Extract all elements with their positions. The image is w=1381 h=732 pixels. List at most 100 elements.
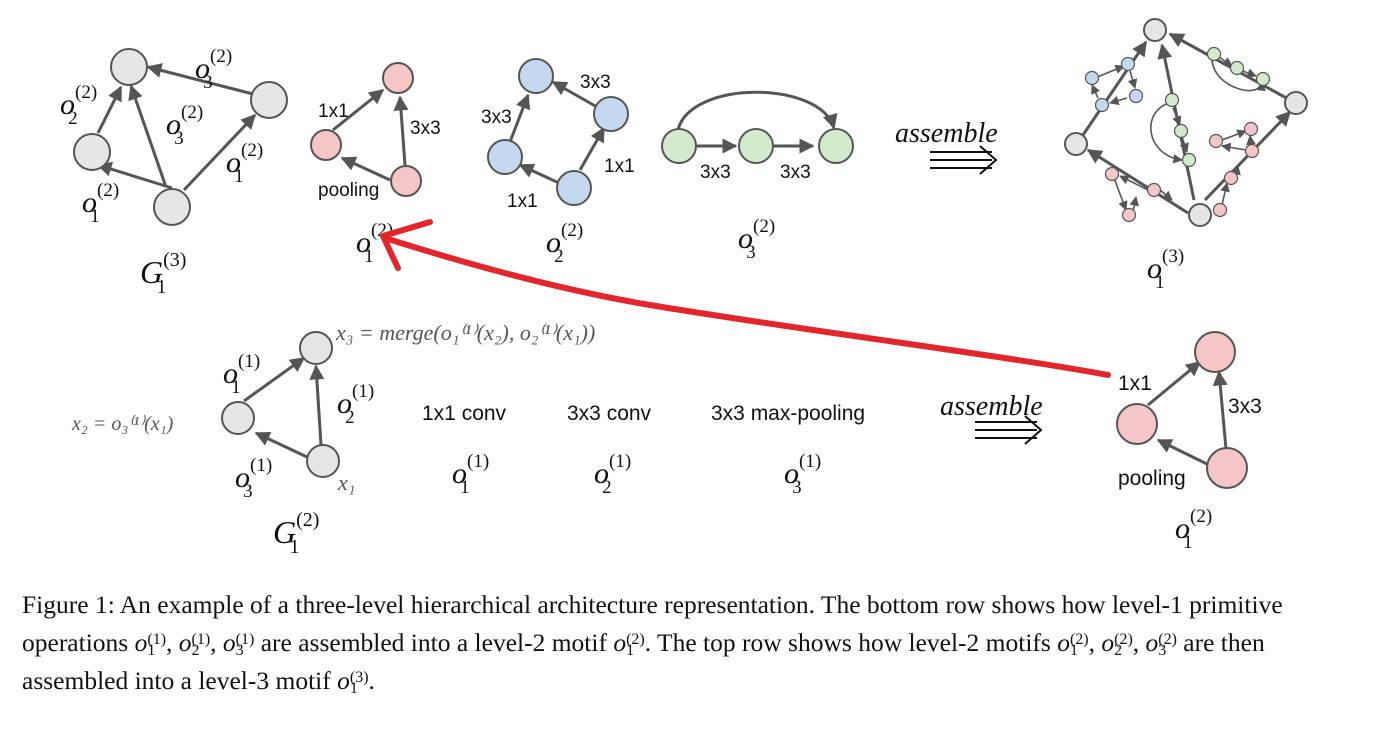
motif2-node-bottom (556, 170, 592, 206)
caption-supsub-5: (2) 1 (1069, 631, 1089, 660)
caption-part5: . (368, 666, 375, 695)
caption-math-o3: o (222, 628, 236, 657)
motif2-node-right (593, 96, 629, 132)
o3-node-bottom (1188, 203, 1212, 227)
motif3-label-3x3-b: 3x3 (780, 162, 811, 183)
o3-red-node-5 (1223, 170, 1239, 186)
op-symbol-o1: o(1) 1 (452, 451, 489, 498)
motif-o2-level2: 3x3 3x3 1x1 1x1 o(2) 2 (481, 58, 635, 267)
motif-o1-level2-top: 1x1 3x3 pooling o(2) 1 (310, 62, 441, 267)
o3-blue-node-1 (1084, 70, 1100, 86)
motif1-label-pooling: pooling (318, 180, 379, 201)
g3-node-top (110, 48, 148, 86)
assemble-label-top: assemble (895, 118, 998, 149)
caption-math-m2: o (1101, 628, 1115, 657)
edge-label-o3-mid: o(2) 3 (166, 102, 203, 149)
edge-label-o3-top: o(2) 3 (195, 46, 232, 93)
caption-math-o2: o (178, 628, 192, 657)
motif2-label-1x1-bottom: 1x1 (507, 191, 538, 212)
graph-label-g1-2: G(2) 1 (273, 509, 319, 558)
graph-g1-level2: x₃ = merge(o₁⁽¹⁾(x₂), o₂⁽¹⁾(x₁)) x₂ = o₃… (71, 320, 595, 558)
motif3-node-3 (818, 128, 854, 164)
caption-part4: are then assembled into a level-3 motif (22, 628, 1265, 695)
caption-part1: Figure 1: An example of a three-level hi… (22, 590, 1283, 657)
g2-edge-label-o1: o(1) 1 (223, 351, 260, 398)
g2-node-bottom (306, 444, 340, 478)
g2-edge-label-o2: o(1) 2 (337, 381, 374, 428)
o3-green-node-3 (1255, 71, 1271, 87)
motif-bottom-node-bottom (1206, 447, 1248, 489)
caption-supsub-6: (2) 2 (1114, 631, 1133, 660)
o3-blue-node-3 (1128, 88, 1144, 104)
graph-label-g1-3: G(3) 1 (140, 249, 186, 298)
o3-green-node-4 (1164, 92, 1180, 108)
motif-bottom-label-pooling: pooling (1118, 467, 1186, 490)
figure-caption: Figure 1: An example of a three-level hi… (22, 590, 1283, 698)
motif-bottom-label-1x1: 1x1 (1118, 372, 1152, 395)
g2-node-top (299, 331, 333, 365)
caption-supsub-2: (1) 2 (191, 631, 211, 660)
g3-node-right (250, 81, 288, 119)
caption-math-m1: o (1057, 628, 1070, 657)
caption-math-m3: o (1145, 628, 1159, 657)
caption-supsub-7: (2) 3 (1158, 631, 1177, 660)
edge-label-o1-right: o(2) 1 (226, 140, 263, 187)
red-connector-arrow (380, 219, 1111, 378)
primitive-ops: 1x1 conv 3x3 conv 3x3 max-pooling o(1) 1 … (422, 402, 865, 498)
assemble-arrow-top: assemble (895, 118, 998, 175)
hierarchical-architecture-diagram: o(2) 3 o(2) 2 o(2) 3 o(2) 1 o(2) 1 G(3) 1 1x1 … (60, 18, 1308, 558)
o3-blue-node-4 (1094, 97, 1110, 113)
edge-label-o1-left: o(2) 1 (82, 180, 119, 227)
op-1x1-conv: 1x1 conv (422, 402, 507, 425)
motif2-label-1x1-right: 1x1 (604, 156, 635, 177)
o3-red-node-4 (1212, 202, 1228, 218)
edge-label-o2: o(2) 2 (60, 82, 97, 129)
o3-red-node-3 (1244, 143, 1260, 159)
motif3-node-2 (738, 128, 774, 164)
o3-green-node-2 (1229, 60, 1245, 76)
caption-math-o1-2: o (613, 628, 627, 657)
o3-node-top (1143, 18, 1167, 42)
assemble-arrow-bottom: assemble (940, 391, 1043, 445)
o3-red-node-8 (1121, 207, 1137, 223)
x1-label: x₁ (337, 470, 355, 495)
caption-math-o1: o (134, 628, 148, 657)
o3-red-node-1 (1208, 133, 1224, 149)
motif3-caption: o(2) 3 (738, 216, 775, 263)
motif3-label-3x3-a: 3x3 (700, 162, 731, 183)
motif1-label-3x3: 3x3 (410, 118, 441, 139)
motif2-node-top (518, 58, 554, 94)
merge-equation: x₃ = merge(o₁⁽¹⁾(x₂), o₂⁽¹⁾(x₁)) (335, 320, 595, 345)
motif-o1-level2-bottom: 1x1 3x3 pooling o(2) 1 (1116, 331, 1262, 553)
caption-part3: . The top row shows how level-2 motifs (644, 628, 1058, 657)
g3-node-left (73, 133, 111, 171)
motif-bottom-caption: o(2) 1 (1175, 506, 1212, 553)
caption-supsub-3: (1) 3 (235, 631, 255, 660)
op-3x3-conv: 3x3 conv (567, 402, 652, 425)
x2-equation: x₂ = o₃⁽¹⁾(x₁) (71, 413, 174, 435)
motif2-node-left (487, 139, 523, 175)
motif1-node-bottom (390, 165, 422, 197)
motif-bottom-label-3x3: 3x3 (1228, 395, 1262, 418)
motif2-caption: o(2) 2 (546, 220, 583, 267)
o3-blue-node-2 (1120, 56, 1136, 72)
assembled-motif-o1-level3: o(3) 1 (1064, 18, 1308, 293)
g3-node-bottom (153, 188, 191, 226)
o3-red-node-6 (1104, 166, 1120, 182)
op-symbol-o2: o(1) 2 (594, 451, 631, 498)
o3-red-node-7 (1146, 182, 1162, 198)
g2-node-left (221, 401, 255, 435)
motif-bottom-node-top (1194, 331, 1236, 373)
graph-g1-level3: o(2) 3 o(2) 2 o(2) 3 o(2) 1 o(2) 1 G(3) 1 (60, 46, 288, 298)
motif3-node-1 (661, 128, 697, 164)
motif-bottom-node-left (1116, 403, 1158, 445)
caption-supsub-4: (2) 1 (626, 631, 645, 660)
o3-node-right (1284, 91, 1308, 115)
motif1-label-1x1: 1x1 (318, 101, 349, 122)
motif1-node-left (310, 129, 342, 161)
op-3x3-max-pooling: 3x3 max-pooling (711, 402, 865, 425)
caption-supsub-1: (1) 1 (147, 631, 167, 660)
caption-supsub-8: (3) 1 (349, 669, 369, 698)
motif2-label-3x3-left: 3x3 (481, 107, 512, 128)
o3-red-node-2 (1243, 121, 1259, 137)
